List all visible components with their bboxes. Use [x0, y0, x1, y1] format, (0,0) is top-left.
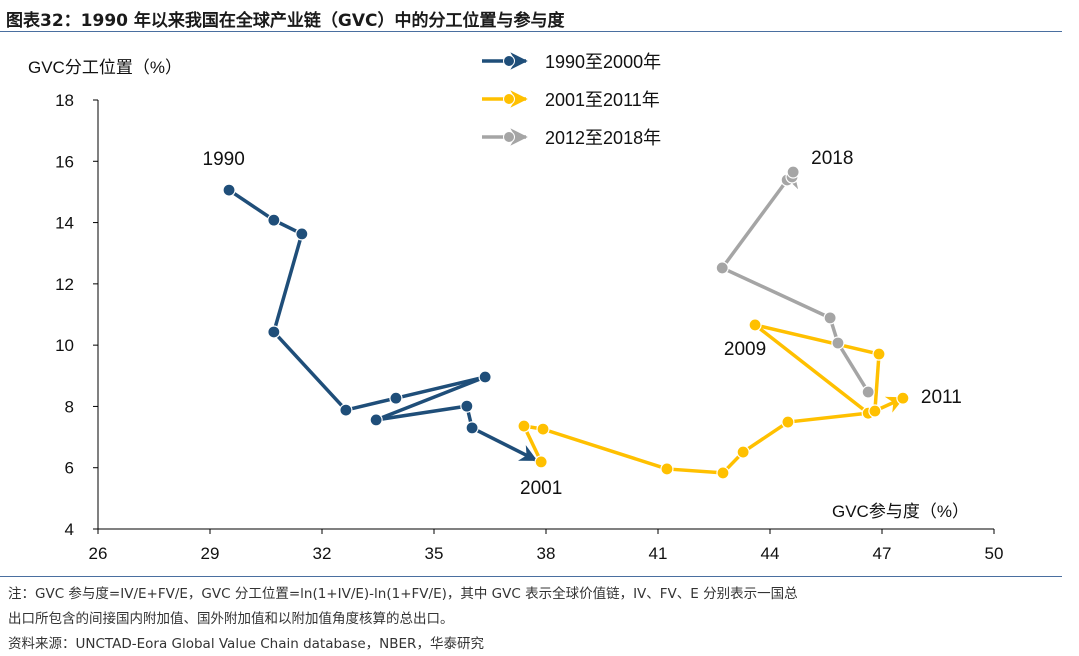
- legend-dot-icon: [503, 131, 515, 143]
- data-point: [465, 421, 479, 435]
- series-segment: [666, 467, 724, 475]
- legend-label: 2012至2018年: [545, 128, 661, 148]
- data-point: [660, 462, 674, 476]
- y-tick-label: 8: [65, 397, 74, 416]
- series-segment: [542, 427, 668, 471]
- series-segment: [272, 233, 304, 333]
- footnote-line-1: 注：GVC 参与度=IV/E+FV/E，GVC 分工位置=ln(1+IV/E)-…: [8, 586, 798, 602]
- data-point: [781, 415, 795, 429]
- annotation-label: 2018: [811, 148, 853, 169]
- footnote-line-2: 出口所包含的间接国内附加值、国外附加值和以附加值角度核算的总出口。: [8, 611, 454, 627]
- data-point: [267, 213, 281, 227]
- x-tick-label: 50: [985, 544, 1004, 563]
- data-point: [861, 385, 875, 399]
- x-tick-label: 29: [201, 544, 220, 563]
- series-segment: [721, 266, 831, 320]
- data-point: [478, 370, 492, 384]
- data-point: [339, 403, 353, 417]
- x-axis-label: GVC参与度（%）: [832, 502, 969, 521]
- legend-label: 2001至2011年: [545, 90, 660, 110]
- y-tick-label: 4: [65, 520, 74, 539]
- series-segment: [836, 342, 870, 393]
- series-0: [222, 183, 538, 462]
- data-point: [517, 419, 531, 433]
- y-tick-label: 16: [55, 152, 74, 171]
- title-divider: [0, 31, 1062, 32]
- chart: GVC分工位置（%） GVC参与度（%） 26 29 32 35 38 41 44 47 50 4…: [28, 52, 1004, 563]
- series-segment: [228, 188, 275, 222]
- series-segment: [754, 323, 880, 356]
- legend-item-0: 1990至2000年: [482, 52, 661, 72]
- x-tick-label: 38: [537, 544, 556, 563]
- series-segment: [742, 420, 789, 454]
- series-2: [715, 165, 875, 399]
- data-point: [868, 404, 882, 418]
- data-point: [267, 325, 281, 339]
- y-axis-label: GVC分工位置（%）: [28, 58, 182, 77]
- data-point: [748, 318, 762, 332]
- data-point: [786, 165, 800, 179]
- data-point: [460, 399, 474, 413]
- data-point: [369, 413, 383, 427]
- annotation-label: 1990: [203, 149, 245, 170]
- x-tick-label: 32: [313, 544, 332, 563]
- data-point: [716, 466, 730, 480]
- data-point: [872, 347, 886, 361]
- x-tick-label: 35: [425, 544, 444, 563]
- data-point: [715, 261, 729, 275]
- annotation-label: 2011: [921, 387, 962, 408]
- x-tick-label: 26: [89, 544, 108, 563]
- data-point: [295, 227, 309, 241]
- x-tick-label: 47: [873, 544, 892, 563]
- data-point: [536, 422, 550, 436]
- data-point: [736, 445, 750, 459]
- legend-item-2: 2012至2018年: [482, 128, 661, 148]
- annotation-label: 2009: [724, 339, 766, 360]
- series-segment: [375, 375, 486, 422]
- source-note: 资料来源：UNCTAD-Eora Global Value Chain data…: [8, 636, 484, 652]
- series-segment: [375, 404, 468, 422]
- data-point: [823, 311, 837, 325]
- data-point: [831, 336, 845, 350]
- y-tick-label: 18: [55, 91, 74, 110]
- x-tick-label: 44: [761, 544, 780, 563]
- y-tick-label: 14: [55, 214, 74, 233]
- x-tick-label: 41: [649, 544, 668, 563]
- series-segment: [395, 375, 486, 400]
- legend-dot-icon: [503, 55, 515, 67]
- legend-dot-icon: [503, 93, 515, 105]
- chart-title: 图表32：1990 年以来我国在全球产业链（GVC）中的分工位置与参与度: [6, 11, 565, 31]
- data-point: [222, 183, 236, 197]
- data-point: [896, 391, 910, 405]
- y-tick-label: 10: [55, 336, 74, 355]
- series-segment: [720, 178, 789, 269]
- legend-item-1: 2001至2011年: [482, 90, 660, 110]
- footer-divider: [0, 576, 1062, 577]
- series-segment: [753, 323, 870, 415]
- data-point: [389, 391, 403, 405]
- series-segment: [873, 353, 881, 412]
- series-segment: [787, 411, 869, 424]
- series-1: [517, 318, 910, 480]
- series-segment: [522, 425, 543, 463]
- series-segment: [345, 396, 397, 412]
- series-segment: [471, 426, 538, 462]
- y-tick-label: 6: [65, 459, 74, 478]
- legend-label: 1990至2000年: [545, 52, 661, 72]
- annotation-label: 2001: [520, 478, 562, 499]
- y-tick-label: 12: [55, 275, 74, 294]
- data-point: [534, 455, 548, 469]
- series-segment: [272, 330, 348, 412]
